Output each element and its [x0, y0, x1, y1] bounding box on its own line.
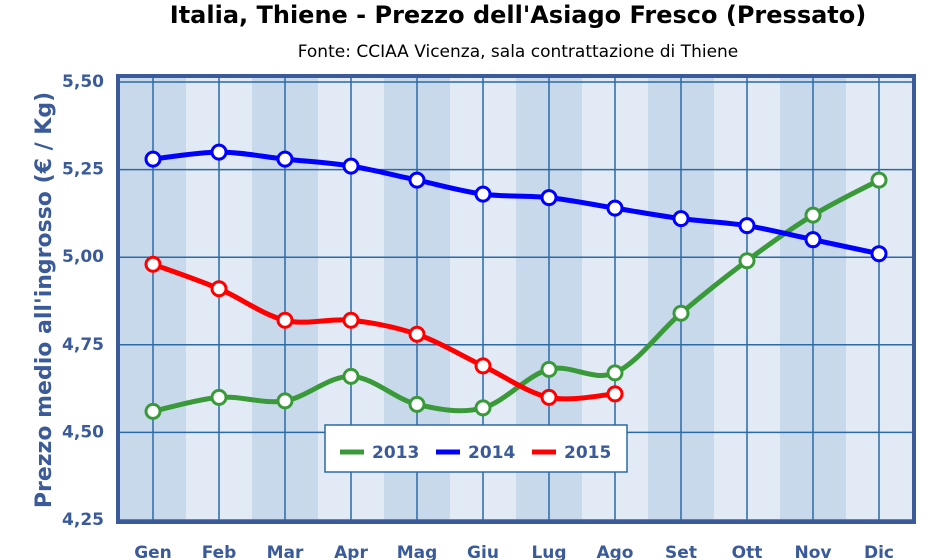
- data-point: [276, 311, 294, 329]
- x-tick-label: Ott: [732, 543, 763, 560]
- data-point: [738, 217, 756, 235]
- legend-label: 2013: [372, 443, 419, 463]
- data-point: [342, 367, 360, 385]
- y-tick-label: 5,25: [62, 160, 104, 180]
- x-tick-label: Dic: [864, 543, 894, 560]
- chart-subtitle: Fonte: CCIAA Vicenza, sala contrattazion…: [298, 42, 739, 62]
- data-point: [144, 150, 162, 168]
- data-point: [606, 385, 624, 403]
- data-point: [408, 325, 426, 343]
- x-tick-label: Set: [665, 543, 697, 560]
- legend-label: 2014: [468, 443, 515, 463]
- data-point: [540, 388, 558, 406]
- data-point: [606, 199, 624, 217]
- x-tick-label: Lug: [531, 543, 566, 560]
- x-tick-label: Gen: [134, 543, 172, 560]
- x-tick-label: Nov: [795, 543, 832, 560]
- data-point: [474, 399, 492, 417]
- x-tick-label: Ago: [596, 543, 633, 560]
- data-point: [276, 150, 294, 168]
- legend-label: 2015: [564, 443, 611, 463]
- y-axis-label: Prezzo medio all'ingrosso (€ / Kg): [32, 92, 57, 508]
- data-point: [606, 364, 624, 382]
- data-point: [342, 157, 360, 175]
- plot-frame: [116, 74, 916, 524]
- data-point: [870, 245, 888, 263]
- y-tick-label: 4,25: [62, 510, 104, 530]
- x-tick-label: Feb: [202, 543, 237, 560]
- data-point: [342, 311, 360, 329]
- data-point: [408, 395, 426, 413]
- legend-box: [324, 424, 628, 473]
- data-point: [672, 210, 690, 228]
- data-point: [540, 189, 558, 207]
- y-tick-label: 5,50: [62, 72, 104, 92]
- chart-title: Italia, Thiene - Prezzo dell'Asiago Fres…: [170, 1, 866, 29]
- data-point: [672, 304, 690, 322]
- data-point: [804, 231, 822, 249]
- data-point: [408, 171, 426, 189]
- x-tick-label: Mar: [267, 543, 304, 560]
- x-tick-label: Apr: [334, 543, 368, 560]
- x-tick-label: Mag: [397, 543, 438, 560]
- data-point: [804, 206, 822, 224]
- x-tick-label: Giu: [467, 543, 499, 560]
- data-point: [144, 255, 162, 273]
- y-tick-label: 4,75: [62, 335, 104, 355]
- data-point: [870, 171, 888, 189]
- y-tick-label: 4,50: [62, 422, 104, 442]
- data-point: [540, 360, 558, 378]
- data-point: [276, 392, 294, 410]
- data-point: [144, 402, 162, 420]
- y-tick-label: 5,00: [62, 247, 104, 267]
- data-point: [210, 143, 228, 161]
- data-point: [474, 185, 492, 203]
- data-point: [210, 388, 228, 406]
- data-point: [738, 252, 756, 270]
- data-point: [210, 280, 228, 298]
- data-point: [474, 357, 492, 375]
